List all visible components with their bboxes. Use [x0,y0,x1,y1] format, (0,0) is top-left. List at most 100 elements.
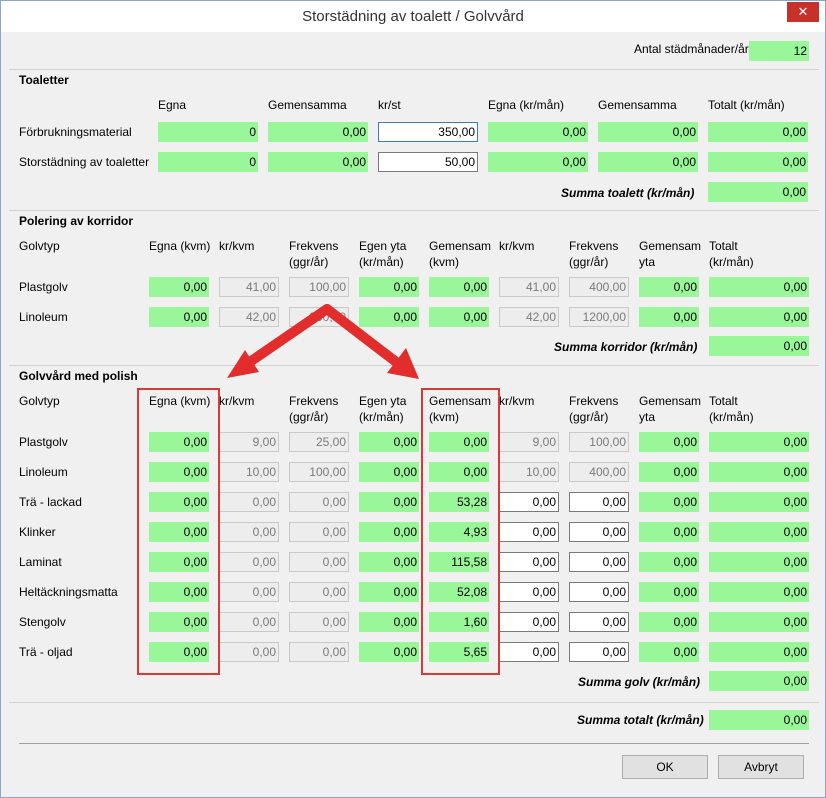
value-field[interactable]: 0,00 [569,612,629,632]
value-field[interactable]: 0 [158,152,258,172]
value-field[interactable]: 0,00 [219,552,279,572]
value-field[interactable]: 0,00 [569,642,629,662]
value-field[interactable]: 0,00 [359,582,419,602]
value-field[interactable]: 0,00 [569,552,629,572]
value-field[interactable]: 0,00 [499,552,559,572]
value-field[interactable]: 100,00 [569,432,629,452]
value-field[interactable]: 50,00 [378,152,478,172]
value-field[interactable]: 0,00 [639,432,699,452]
value-field[interactable]: 100,00 [289,462,349,482]
value-field[interactable]: 0,00 [289,582,349,602]
value-field[interactable]: 0,00 [639,522,699,542]
value-field[interactable]: 52,08 [429,582,489,602]
value-field[interactable]: 400,00 [569,277,629,297]
value-field[interactable]: 0,00 [289,492,349,512]
value-field[interactable]: 0,00 [709,432,809,452]
value-field[interactable]: 115,58 [429,552,489,572]
value-field[interactable]: 0,00 [499,522,559,542]
value-field[interactable]: 41,00 [499,277,559,297]
value-field[interactable]: 9,00 [219,432,279,452]
value-field[interactable]: 53,28 [429,492,489,512]
value-field[interactable]: 0,00 [359,277,419,297]
value-field[interactable]: 0,00 [359,522,419,542]
value-field[interactable]: 0,00 [219,612,279,632]
value-field[interactable]: 0,00 [268,152,368,172]
value-field[interactable]: 41,00 [219,277,279,297]
value-field[interactable]: 0,00 [639,612,699,632]
value-field[interactable]: 10,00 [219,462,279,482]
value-field[interactable]: 0,00 [289,642,349,662]
value-field[interactable]: 0,00 [149,552,209,572]
value-field[interactable]: 25,00 [289,432,349,452]
value-field[interactable]: 0,00 [219,642,279,662]
value-field[interactable]: 0,00 [219,492,279,512]
value-field[interactable]: 0,00 [429,307,489,327]
value-field[interactable]: 5,65 [429,642,489,662]
value-field[interactable]: 0,00 [639,642,699,662]
value-field[interactable]: 0,00 [499,582,559,602]
value-field[interactable]: 200,00 [289,307,349,327]
value-field[interactable]: 0,00 [639,462,699,482]
cancel-button[interactable]: Avbryt [718,755,804,779]
value-field[interactable]: 0,00 [569,582,629,602]
sum-field[interactable]: 0,00 [708,182,808,202]
value-field[interactable]: 0,00 [429,462,489,482]
sum-field[interactable]: 0,00 [709,671,809,691]
ok-button[interactable]: OK [622,755,708,779]
value-field[interactable]: 0,00 [359,462,419,482]
value-field[interactable]: 0,00 [499,492,559,512]
value-field[interactable]: 0,00 [149,612,209,632]
value-field[interactable]: 0,00 [219,522,279,542]
value-field[interactable]: 0 [158,122,258,142]
value-field[interactable]: 0,00 [639,307,699,327]
value-field[interactable]: 0,00 [708,122,808,142]
value-field[interactable]: 0,00 [639,552,699,572]
total-field[interactable]: 0,00 [709,710,809,730]
value-field[interactable]: 0,00 [429,432,489,452]
value-field[interactable]: 0,00 [149,462,209,482]
value-field[interactable]: 100,00 [289,277,349,297]
close-button[interactable]: ✕ [787,2,819,22]
value-field[interactable]: 0,00 [639,492,699,512]
value-field[interactable]: 0,00 [499,642,559,662]
value-field[interactable]: 0,00 [149,492,209,512]
value-field[interactable]: 0,00 [289,612,349,632]
value-field[interactable]: 0,00 [569,522,629,542]
value-field[interactable]: 0,00 [289,522,349,542]
value-field[interactable]: 0,00 [709,522,809,542]
value-field[interactable]: 9,00 [499,432,559,452]
value-field[interactable]: 0,00 [709,462,809,482]
value-field[interactable]: 42,00 [219,307,279,327]
value-field[interactable]: 0,00 [499,612,559,632]
value-field[interactable]: 0,00 [149,522,209,542]
value-field[interactable]: 0,00 [149,432,209,452]
value-field[interactable]: 0,00 [359,307,419,327]
value-field[interactable]: 0,00 [709,612,809,632]
sum-field[interactable]: 0,00 [709,336,809,356]
value-field[interactable]: 0,00 [488,152,588,172]
value-field[interactable]: 0,00 [359,432,419,452]
value-field[interactable]: 0,00 [639,582,699,602]
value-field[interactable]: 0,00 [709,552,809,572]
value-field[interactable]: 0,00 [639,277,699,297]
value-field[interactable]: 0,00 [359,612,419,632]
value-field[interactable]: 0,00 [569,492,629,512]
value-field[interactable]: 0,00 [488,122,588,142]
value-field[interactable]: 0,00 [289,552,349,572]
months-field[interactable]: 12 [749,41,809,61]
value-field[interactable]: 0,00 [359,642,419,662]
value-field[interactable]: 0,00 [429,277,489,297]
value-field[interactable]: 1,60 [429,612,489,632]
value-field[interactable]: 0,00 [598,122,698,142]
value-field[interactable]: 0,00 [709,642,809,662]
value-field[interactable]: 0,00 [709,582,809,602]
value-field[interactable]: 0,00 [268,122,368,142]
value-field[interactable]: 42,00 [499,307,559,327]
value-field[interactable]: 0,00 [598,152,698,172]
value-field[interactable]: 0,00 [709,307,809,327]
value-field[interactable]: 0,00 [359,492,419,512]
value-field[interactable]: 0,00 [149,277,209,297]
value-field[interactable]: 0,00 [709,277,809,297]
value-field[interactable]: 0,00 [149,642,209,662]
value-field[interactable]: 0,00 [219,582,279,602]
